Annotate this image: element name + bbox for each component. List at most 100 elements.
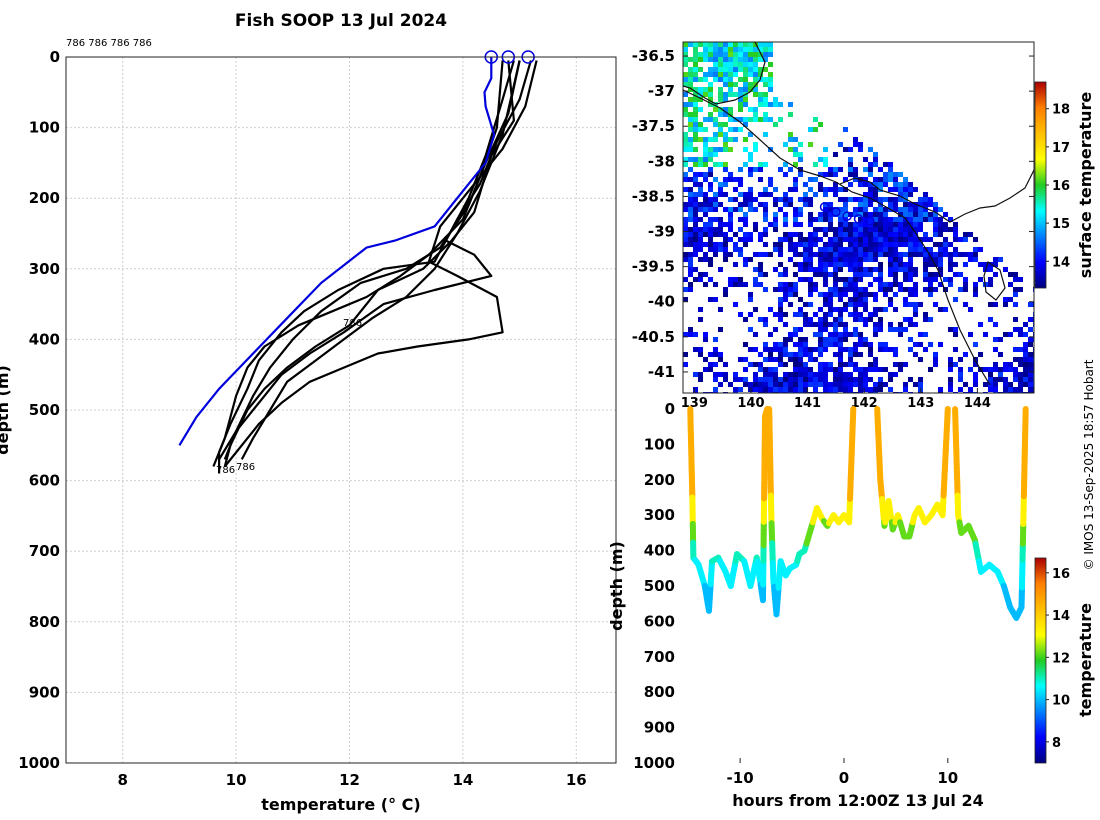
profile-line	[240, 60, 521, 460]
sst-cell	[963, 352, 968, 357]
sst-cell	[938, 257, 943, 262]
sst-cell	[953, 262, 958, 267]
sst-cell	[748, 157, 753, 162]
sst-cell	[868, 242, 873, 247]
sst-cell	[693, 112, 698, 117]
sst-cell	[773, 102, 778, 107]
sst-cell	[833, 277, 838, 282]
sst-cell	[728, 87, 733, 92]
sst-cell	[863, 242, 868, 247]
sst-cell	[878, 347, 883, 352]
sst-cell	[833, 317, 838, 322]
sst-cell	[903, 202, 908, 207]
sst-cell	[933, 222, 938, 227]
sst-cell	[778, 362, 783, 367]
sst-cell	[708, 47, 713, 52]
sst-cell	[838, 212, 843, 217]
sst-cell	[773, 97, 778, 102]
sst-cell	[703, 117, 708, 122]
sst-cell	[768, 52, 773, 57]
sst-cell	[823, 342, 828, 347]
sst-cell	[923, 267, 928, 272]
sst-cell	[1028, 327, 1033, 332]
sst-cell	[818, 212, 823, 217]
sst-cell	[868, 202, 873, 207]
sst-cell	[863, 292, 868, 297]
sst-cell	[753, 117, 758, 122]
sst-cell	[868, 272, 873, 277]
sst-cell	[858, 277, 863, 282]
sst-cell	[683, 232, 688, 237]
sst-cell	[723, 67, 728, 72]
sst-cell	[1013, 372, 1018, 377]
sst-cell	[718, 47, 723, 52]
sst-cell	[1013, 347, 1018, 352]
sst-cell	[1023, 347, 1028, 352]
sst-cell	[688, 242, 693, 247]
sst-cell	[878, 232, 883, 237]
sst-cell	[868, 292, 873, 297]
sst-cell	[843, 277, 848, 282]
sst-cell	[818, 187, 823, 192]
sst-cell	[738, 247, 743, 252]
sst-cell	[863, 272, 868, 277]
sst-cell	[903, 187, 908, 192]
sst-cell	[923, 272, 928, 277]
sst-cell	[748, 362, 753, 367]
sst-cell	[893, 282, 898, 287]
sst-cell	[688, 257, 693, 262]
sst-cell	[813, 177, 818, 182]
sst-cell	[993, 257, 998, 262]
figure-title: Fish SOOP 13 Jul 2024	[235, 11, 447, 31]
sst-cell	[703, 232, 708, 237]
x-tick-label: 10	[226, 771, 247, 789]
sst-cell	[838, 257, 843, 262]
sst-cell	[898, 327, 903, 332]
sst-cell	[798, 382, 803, 387]
sst-cell	[748, 197, 753, 202]
sst-cell	[713, 362, 718, 367]
sst-cell	[783, 342, 788, 347]
sst-cell	[858, 202, 863, 207]
sst-cell	[778, 242, 783, 247]
sst-cell	[828, 262, 833, 267]
sst-cell	[848, 167, 853, 172]
sst-cell	[1008, 297, 1013, 302]
sst-cell	[858, 377, 863, 382]
sst-cell	[778, 312, 783, 317]
sst-cell	[978, 262, 983, 267]
sst-cell	[933, 277, 938, 282]
sst-cell	[973, 362, 978, 367]
sst-cell	[808, 317, 813, 322]
sst-cell	[703, 142, 708, 147]
sst-cell	[853, 347, 858, 352]
sst-cell	[878, 307, 883, 312]
sst-cell	[718, 147, 723, 152]
sst-cell	[808, 232, 813, 237]
sst-cell	[758, 262, 763, 267]
sst-cell	[748, 327, 753, 332]
sst-cell	[863, 382, 868, 387]
sst-cell	[878, 382, 883, 387]
sst-cell	[688, 77, 693, 82]
sst-cell	[963, 252, 968, 257]
section-series	[687, 406, 1029, 621]
sst-cell	[713, 352, 718, 357]
sst-cell	[708, 222, 713, 227]
sst-cell	[918, 207, 923, 212]
sst-cell	[873, 247, 878, 252]
sst-cell	[843, 202, 848, 207]
sst-cell	[763, 367, 768, 372]
sst-cell	[693, 277, 698, 282]
sst-cell	[718, 242, 723, 247]
sst-cell	[893, 272, 898, 277]
sst-cell	[698, 257, 703, 262]
sst-cell	[738, 377, 743, 382]
sst-cell	[908, 242, 913, 247]
sst-cell	[768, 47, 773, 52]
sst-cell	[743, 357, 748, 362]
sst-cell	[763, 112, 768, 117]
sst-cell	[698, 87, 703, 92]
map-y-tick-label: -36.5	[632, 47, 675, 65]
sst-cell	[693, 387, 698, 392]
